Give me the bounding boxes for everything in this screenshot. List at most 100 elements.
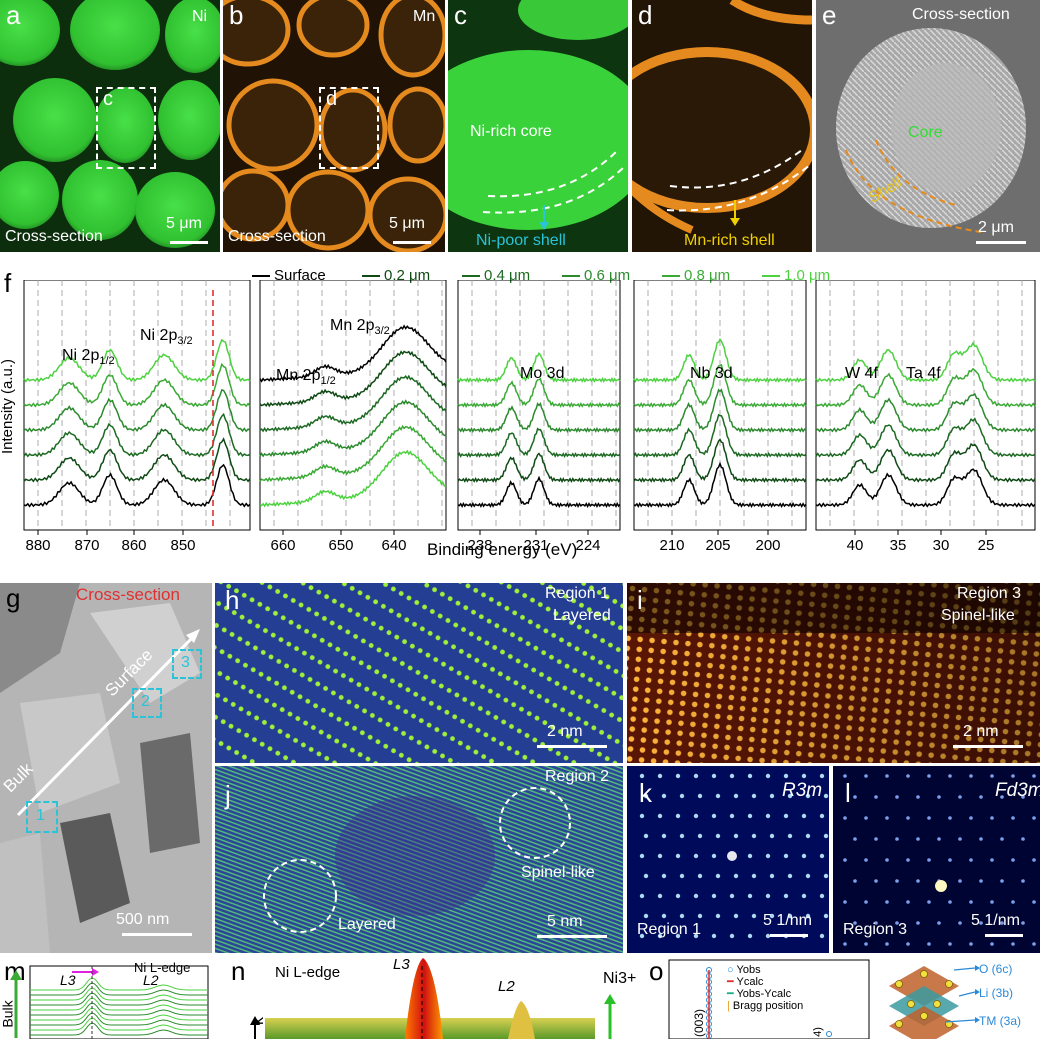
saed-spot bbox=[643, 913, 649, 919]
site-pointer-head bbox=[975, 965, 980, 971]
saed-spot bbox=[747, 893, 753, 899]
panel-a-caption: Cross-section bbox=[5, 228, 103, 245]
saed-spot bbox=[765, 893, 771, 899]
panel-j-haadf-mixed: j Region 2 Spinel-like Layered 5 nm bbox=[215, 766, 623, 953]
legend-bragg: | Bragg position bbox=[727, 1000, 804, 1012]
panel-e-scale-label: 2 μm bbox=[978, 219, 1014, 236]
panel-j-region: Region 2 bbox=[545, 768, 610, 785]
panel-o-peak-label: (003) bbox=[692, 1008, 707, 1038]
ni-map-image bbox=[0, 0, 220, 252]
panel-i-kind: Spinel-like bbox=[941, 607, 1015, 624]
panel-g-box-1-label: 1 bbox=[36, 807, 45, 824]
saed-spot bbox=[823, 913, 829, 919]
haadf-spinel-image bbox=[627, 583, 1040, 763]
xps-spectrum-line bbox=[457, 351, 621, 384]
saed-spot bbox=[675, 813, 681, 819]
xps-peak-label: Ni 2p1/2 bbox=[62, 347, 115, 367]
saed-spot bbox=[697, 793, 703, 799]
saed-spot bbox=[697, 913, 703, 919]
atom bbox=[920, 970, 928, 978]
saed-spot bbox=[715, 793, 721, 799]
panel-g-scale-label: 500 nm bbox=[116, 911, 170, 928]
panel-d-letter: d bbox=[638, 0, 653, 30]
saed-spot bbox=[853, 879, 857, 883]
l2-peak bbox=[508, 1001, 535, 1039]
saed-spot bbox=[1032, 816, 1036, 820]
panel-b-caption: Cross-section bbox=[228, 228, 326, 245]
saed-spot bbox=[864, 942, 868, 946]
saed-spot bbox=[990, 816, 994, 820]
xps-peak-label: Ta 4f bbox=[906, 365, 941, 382]
rietveld-plot bbox=[668, 959, 980, 1039]
saed-spot bbox=[733, 793, 739, 799]
saed-spot bbox=[751, 833, 757, 839]
site-pointer bbox=[944, 1019, 976, 1023]
xps-tick-label: 224 bbox=[575, 537, 600, 554]
saed-spot bbox=[979, 837, 983, 841]
panel-k-scale-bar bbox=[770, 934, 808, 937]
saed-spot bbox=[916, 795, 920, 799]
atom bbox=[945, 980, 953, 988]
saed-spot bbox=[819, 933, 825, 939]
saed-spot bbox=[843, 774, 847, 778]
eels-spectrum-line bbox=[30, 1017, 208, 1031]
panel-j-layered-label: Layered bbox=[338, 916, 396, 933]
saed-spot bbox=[751, 913, 757, 919]
xps-spectrum-line bbox=[259, 350, 447, 408]
xps-plot: 880 870 860 850 660 650 640 238 231 224 210 205 200 4… bbox=[23, 280, 1036, 554]
saed-spot bbox=[643, 833, 649, 839]
saed-spot bbox=[639, 893, 645, 899]
saed-spot bbox=[787, 913, 793, 919]
saed-spot bbox=[874, 921, 878, 925]
panel-b-element: Mn bbox=[413, 8, 436, 25]
panel-o-peak2-label: 4) bbox=[811, 1027, 824, 1037]
saed-spot bbox=[948, 816, 952, 820]
saed-spot bbox=[927, 816, 931, 820]
xps-tick-label: 880 bbox=[25, 537, 50, 554]
panel-b-inset-letter: d bbox=[326, 88, 338, 110]
panel-g-tem: g Cross-section Surface Bulk 1 2 3 500 n… bbox=[0, 583, 212, 953]
xps-peak-label: Mn 2p3/2 bbox=[330, 317, 390, 337]
saed-spot bbox=[693, 893, 699, 899]
xps-region: 880 870 860 850 bbox=[23, 280, 251, 554]
saed-spot bbox=[885, 774, 889, 778]
saed-spot bbox=[765, 933, 771, 939]
panel-i-scale-bar bbox=[953, 745, 1023, 748]
saed-spot bbox=[1032, 858, 1036, 862]
panel-b-mn-map: b Mn d Cross-section 5 μm bbox=[223, 0, 445, 252]
xps-spectrum-line bbox=[23, 362, 251, 408]
saed-spot bbox=[1011, 900, 1015, 904]
panel-o-rietveld: o ○ Yobs ━ Ycalc ━ Yobs-Ycalc | Bragg po… bbox=[649, 956, 1040, 1039]
saed-spot bbox=[1000, 879, 1004, 883]
xps-tick-label: 25 bbox=[978, 537, 995, 554]
saed-spot bbox=[711, 893, 717, 899]
panel-k-scale-label: 5 1/nm bbox=[763, 912, 812, 929]
panel-a-inset-letter: c bbox=[103, 88, 113, 110]
eels-spectrum-line bbox=[30, 977, 208, 991]
mn-map-image bbox=[223, 0, 445, 252]
saed-spot bbox=[1021, 795, 1025, 799]
saed-spot bbox=[801, 893, 807, 899]
saed-spot bbox=[1032, 900, 1036, 904]
eels-stack-plot bbox=[10, 965, 209, 1039]
atom bbox=[933, 1000, 941, 1008]
saed-spot bbox=[819, 853, 825, 859]
saed-spot bbox=[783, 813, 789, 819]
panel-e-letter: e bbox=[822, 0, 837, 30]
panel-f-letter: f bbox=[4, 268, 12, 298]
saed-spot bbox=[906, 774, 910, 778]
saed-r3m-image bbox=[627, 766, 829, 953]
saed-spot bbox=[693, 813, 699, 819]
xps-tick-label: 640 bbox=[381, 537, 406, 554]
tem-image bbox=[0, 583, 212, 953]
xps-peak-label: Nb 3d bbox=[690, 365, 733, 382]
saed-spot bbox=[990, 774, 994, 778]
saed-spot bbox=[693, 853, 699, 859]
panel-e-sem: e Cross-section Core Shell 2 μm bbox=[816, 0, 1040, 252]
saed-spot bbox=[906, 858, 910, 862]
saed-spot bbox=[769, 873, 775, 879]
saed-spot bbox=[751, 793, 757, 799]
saed-spot bbox=[639, 853, 645, 859]
saed-spot bbox=[679, 913, 685, 919]
atom bbox=[920, 1012, 928, 1020]
